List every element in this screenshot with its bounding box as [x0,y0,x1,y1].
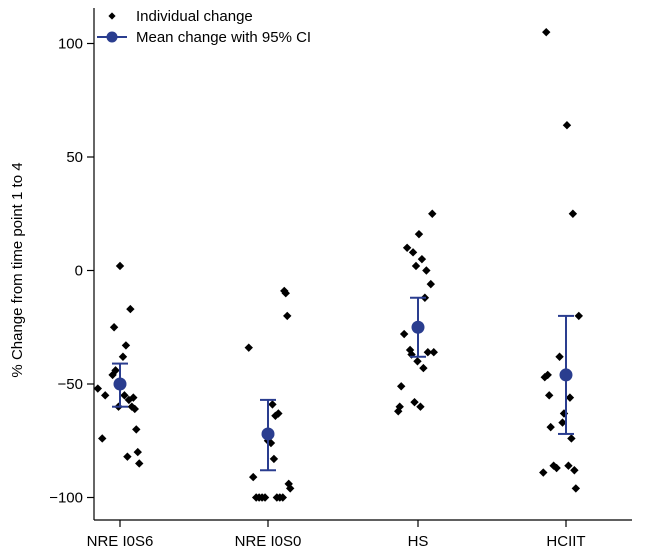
x-axis-ticks: NRE I0S6 NRE I0S0 HS HCIIT [87,520,586,550]
individual-point [426,279,435,289]
individual-point [98,434,107,443]
individual-point [568,209,578,218]
x-tick-label: HCIIT [546,533,585,550]
individual-point [133,447,142,457]
y-axis-label: % Change from time point 1 to 4 [9,162,26,377]
mean-point [411,320,425,334]
individual-point [395,402,404,411]
mean-point [113,377,127,391]
individual-point [274,409,283,418]
y-axis-ticks: −100 −50 0 50 100 [49,36,94,507]
individual-point [423,348,433,357]
individual-point [101,391,110,400]
individual-point [539,468,548,477]
individual-point [120,391,129,400]
individual-point [574,311,583,321]
individual-point [132,425,141,434]
individual-point [422,266,431,275]
legend-mean-label: Mean change with 95% CI [136,29,311,46]
individual-point [286,484,295,493]
individual-point [130,404,139,414]
x-tick-label: HS [408,533,429,550]
individual-point [278,493,287,502]
individual-point [93,384,102,393]
individual-point [260,493,270,502]
individual-point [269,454,279,464]
individual-point [129,393,138,402]
individual-point [115,261,125,271]
legend-mean-marker [106,31,118,43]
individual-point [244,343,253,352]
individual-point [416,402,425,411]
individual-point [414,229,424,239]
mean-ci-markers [112,296,574,472]
individual-point [281,289,290,298]
y-tick-label: 0 [75,263,83,280]
individual-point [268,400,277,409]
individual-point [543,370,552,380]
individual-point [542,27,551,37]
individual-point [429,348,438,357]
individual-point [565,393,575,402]
individual-point [567,434,576,443]
axes [93,8,632,521]
individual-point [555,352,564,361]
individual-point [135,459,144,468]
individual-point [410,397,419,407]
y-tick-label: 50 [66,149,83,166]
individual-point [118,352,128,361]
individual-point [545,391,554,400]
y-tick-label: −50 [58,376,83,393]
individual-point [123,452,132,461]
individual-point [417,254,427,264]
individual-point [428,209,437,218]
legend-individual-label: Individual change [136,8,253,25]
individual-point [558,418,567,427]
individual-point [411,261,421,271]
individual-point [402,243,412,252]
x-tick-label: NRE I0S6 [87,533,154,550]
individual-point [408,248,418,257]
individual-point [570,466,579,475]
mean-point [261,427,275,441]
individual-points [93,27,583,502]
individual-point [552,463,561,473]
legend-individual-marker [108,12,116,20]
individual-point [108,370,117,380]
individual-point [126,304,135,314]
individual-point [546,422,555,432]
individual-point [571,484,581,493]
individual-point [111,366,120,375]
individual-point [397,382,406,391]
individual-point [399,329,409,339]
mean-point [559,368,573,382]
individual-point [283,311,292,321]
individual-point [419,363,428,373]
individual-point [249,472,258,482]
legend: Individual change Mean change with 95% C… [97,8,311,46]
x-tick-label: NRE I0S0 [235,533,302,550]
individual-point [121,341,131,350]
individual-point [109,323,119,332]
individual-point [562,121,572,130]
individual-point [564,461,573,470]
y-tick-label: 100 [58,36,83,53]
y-tick-label: −100 [49,490,83,507]
individual-point [413,357,422,366]
